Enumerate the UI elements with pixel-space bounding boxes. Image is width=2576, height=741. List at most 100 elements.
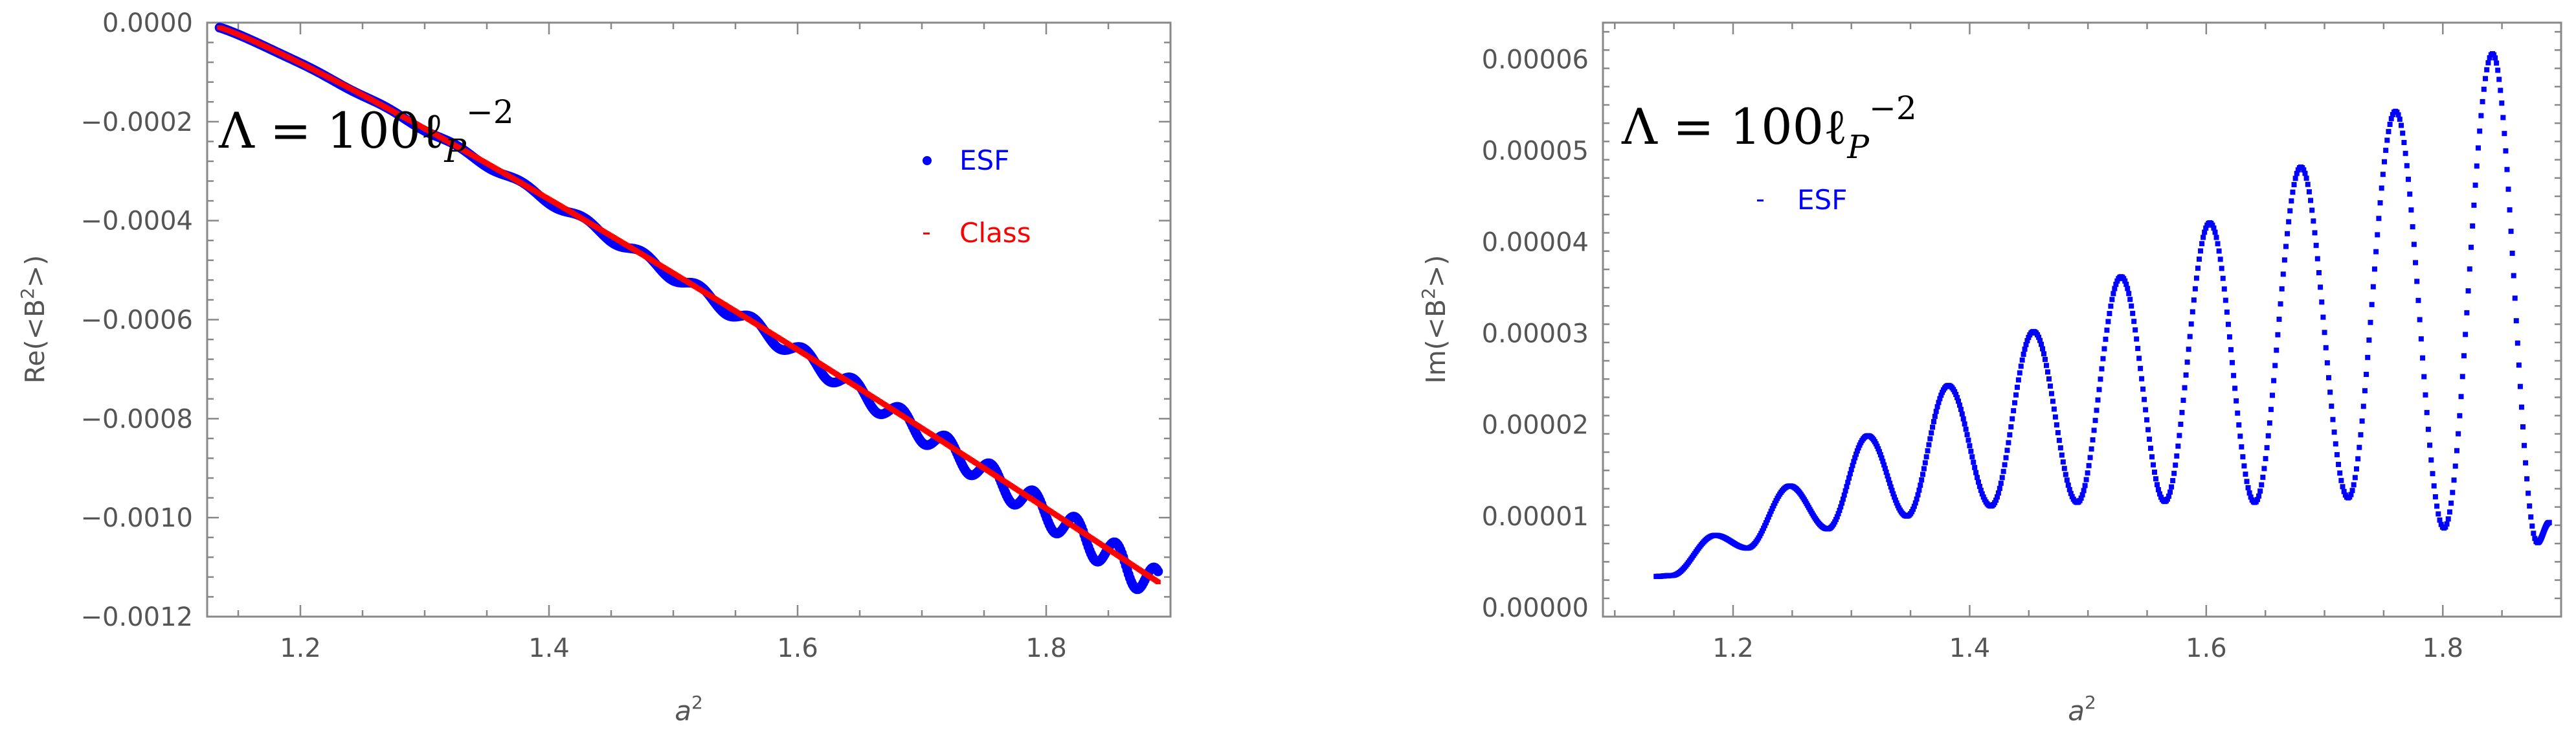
legend-esf-marker [923, 156, 932, 165]
y-tick-labels: 0.0000 −0.0002 −0.0004 −0.0006 −0.0008 −0.001… [81, 8, 193, 632]
esf-point [2037, 337, 2043, 343]
esf-point [2480, 98, 2485, 104]
esf-point [2219, 266, 2224, 271]
esf-point [1835, 511, 1841, 517]
esf-point [2376, 216, 2382, 222]
esf-point [1977, 483, 1982, 489]
y-tick-label: −0.0006 [81, 306, 193, 336]
esf-point [2492, 55, 2498, 61]
esf-point [2046, 376, 2052, 382]
esf-point [2333, 441, 2338, 447]
x-tick-label: 1.6 [777, 633, 818, 663]
esf-point [1851, 459, 1857, 464]
x-axis-label: a2 [675, 692, 703, 727]
esf-point [2314, 256, 2320, 262]
esf-point [2013, 392, 2019, 398]
esf-point [2241, 463, 2247, 469]
esf-point [1881, 462, 1887, 468]
esf-point [2050, 398, 2055, 404]
esf-point [2202, 229, 2208, 235]
esf-point [2324, 360, 2330, 366]
tick-marks [1603, 23, 2562, 618]
esf-point [2153, 476, 2158, 482]
lambda-annotation-main: Λ = 100ℓ [1621, 98, 1847, 155]
esf-point [2399, 122, 2404, 128]
esf-point [2015, 377, 2021, 383]
esf-point [2064, 477, 2070, 483]
y-axis-label-sup: 2 [17, 288, 38, 299]
esf-point [2349, 488, 2355, 494]
esf-point [2507, 207, 2513, 213]
esf-point [1936, 400, 1942, 405]
esf-point [2136, 356, 2142, 361]
esf-point [2520, 424, 2526, 430]
esf-point [2134, 336, 2140, 342]
esf-point [2184, 359, 2190, 365]
y-axis-label-main: Re(<B [19, 299, 50, 383]
esf-point [2254, 497, 2260, 503]
esf-point [2182, 385, 2188, 391]
esf-point [2504, 166, 2510, 172]
esf-point [1920, 472, 1926, 477]
esf-point [2320, 314, 2326, 320]
esf-point [1993, 497, 1999, 503]
esf-point [2060, 459, 2066, 465]
x-tick-label: 1.2 [280, 633, 321, 663]
lambda-annotation: Λ = 100ℓP−2 [218, 93, 514, 170]
esf-point [2257, 488, 2263, 494]
esf-point [2140, 386, 2146, 392]
esf-point [2228, 347, 2234, 352]
esf-point [2195, 266, 2201, 271]
esf-point [2516, 362, 2522, 368]
esf-point [2410, 224, 2415, 230]
esf-point [2475, 145, 2481, 151]
esf-point [2456, 431, 2461, 437]
esf-point [1929, 430, 1934, 436]
esf-point [2221, 286, 2227, 292]
esf-point [2438, 521, 2444, 527]
esf-point [2370, 284, 2376, 290]
esf-point [2138, 365, 2144, 371]
esf-point [1930, 424, 1936, 430]
esf-point [2220, 275, 2226, 281]
esf-point [2437, 517, 2443, 523]
y-tick-label: 0.00000 [1482, 593, 1589, 623]
esf-point [2098, 376, 2103, 382]
esf-point [2127, 297, 2133, 302]
esf-point [2337, 470, 2343, 476]
esf-point [1999, 475, 2005, 481]
esf-point [2327, 389, 2333, 395]
esf-point [2148, 446, 2154, 451]
esf-point [2306, 189, 2312, 195]
esf-point [2177, 433, 2182, 439]
esf-point [2272, 363, 2278, 369]
esf-point [2417, 317, 2423, 323]
esf-point [2444, 521, 2450, 527]
esf-point [2267, 420, 2272, 426]
legend: ESF Class [923, 144, 1031, 249]
esf-point [1768, 508, 1774, 514]
esf-point [2212, 229, 2218, 235]
x-axis-label-main: a [2068, 695, 2085, 727]
esf-point [2183, 372, 2189, 378]
x-axis-label-main: a [675, 695, 691, 727]
esf-point [2056, 437, 2062, 443]
esf-point [2104, 327, 2110, 333]
esf-point [2086, 462, 2092, 468]
esf-point [2283, 244, 2289, 249]
esf-point [2271, 378, 2277, 383]
esf-point [2217, 256, 2223, 262]
esf-point [2260, 474, 2266, 480]
esf-point [2415, 297, 2421, 303]
esf-point [1998, 481, 2004, 486]
esf-point [1833, 517, 1839, 523]
esf-point [1876, 446, 1881, 451]
esf-point [2036, 334, 2042, 340]
esf-point [2340, 484, 2346, 490]
esf-point [2143, 407, 2149, 413]
esf-point [1964, 432, 1970, 438]
esf-point [2021, 352, 2026, 358]
esf-point [2369, 302, 2375, 308]
esf-point [2379, 185, 2384, 191]
esf-point [2445, 516, 2451, 522]
